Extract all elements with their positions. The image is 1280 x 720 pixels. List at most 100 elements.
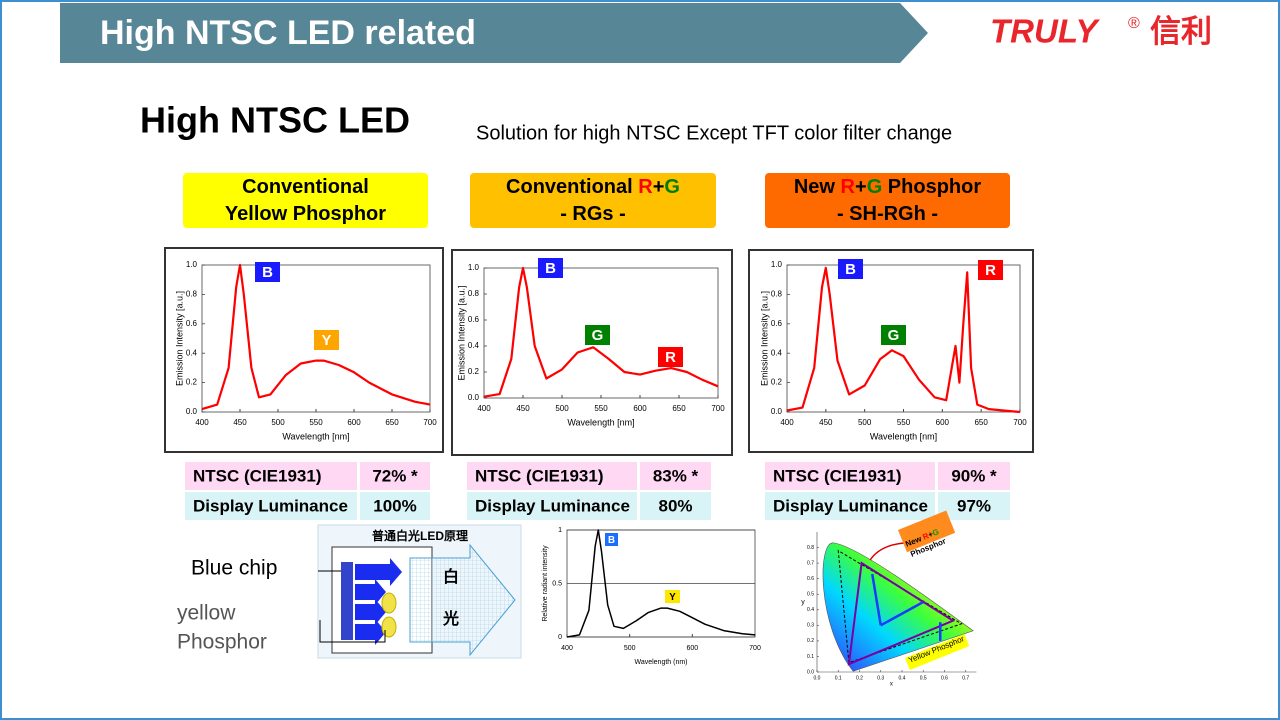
table-cell xyxy=(938,462,1010,490)
label-segment: R xyxy=(638,176,653,198)
peak-badge-label: B xyxy=(608,535,615,546)
y-tick-label: 0.6 xyxy=(468,315,480,324)
label-segment: R xyxy=(921,531,930,542)
y-tick-label: 0.3 xyxy=(807,623,814,629)
table-cell xyxy=(185,492,357,520)
y-tick-label: 1.0 xyxy=(186,260,198,269)
x-tick-label: 500 xyxy=(624,645,636,652)
table-text: 97% xyxy=(957,496,991,515)
label-text: Conventional xyxy=(242,176,369,198)
y-tick-label: 0.8 xyxy=(771,290,783,299)
y-tick-label: 0.0 xyxy=(468,393,480,402)
peak-badge-label: Y xyxy=(669,592,676,603)
x-tick-label: 0.0 xyxy=(814,675,821,681)
x-tick-label: 700 xyxy=(1013,418,1027,427)
y-tick-label: 0.8 xyxy=(186,290,198,299)
table-text: NTSC (CIE1931) xyxy=(193,466,321,485)
gamut xyxy=(837,549,963,664)
logo-cn: 信利 xyxy=(1150,14,1212,49)
peak-badge xyxy=(255,262,280,282)
y-tick-label: 0.0 xyxy=(186,407,198,416)
label-text: New R+G Phosphor xyxy=(794,176,981,198)
table-text: Display Luminance xyxy=(475,496,630,515)
x-tick-label: 600 xyxy=(347,418,361,427)
x-tick-label: 550 xyxy=(309,418,323,427)
label-segment: Conventional xyxy=(242,176,369,198)
y-tick-label: 1.0 xyxy=(468,263,480,272)
x-tick-label: 700 xyxy=(711,404,725,413)
label-segment: New xyxy=(794,176,841,198)
table-text: 80% xyxy=(658,496,692,515)
label-text: - RGs - xyxy=(560,203,626,225)
x-tick-label: 0.7 xyxy=(962,675,969,681)
table-cell xyxy=(938,492,1010,520)
table-cell xyxy=(765,492,935,520)
x-tick-label: 650 xyxy=(672,404,686,413)
label-segment: - SH-RGh - xyxy=(837,203,938,225)
y-tick-label: 0.4 xyxy=(468,341,480,350)
y-tick-label: 0.6 xyxy=(186,319,198,328)
x-tick-label: 550 xyxy=(594,404,608,413)
table-cell xyxy=(360,462,430,490)
table-cell xyxy=(360,492,430,520)
y-tick-label: 0.5 xyxy=(807,592,814,598)
label-segment: R xyxy=(841,176,856,198)
label-segment: G xyxy=(664,176,680,198)
peak-badge-label: B xyxy=(545,260,556,277)
x-axis-label: Wavelength [nm] xyxy=(282,431,349,441)
label-text: Yellow Phosphor xyxy=(225,203,386,225)
callout-box xyxy=(905,634,970,671)
blue-arrows xyxy=(355,558,402,645)
label-box xyxy=(765,173,1010,228)
header-band xyxy=(60,3,928,63)
header-title: High NTSC LED related xyxy=(100,14,476,52)
peak-badge xyxy=(605,533,618,546)
label-segment: Phosphor xyxy=(882,176,981,198)
peak-badge-label: Y xyxy=(321,332,331,349)
label-segment: G xyxy=(931,527,940,538)
x-tick-label: 400 xyxy=(477,404,491,413)
phosphor-pointer xyxy=(319,620,386,643)
table-text: NTSC (CIE1931) xyxy=(773,466,901,485)
y-axis-label: y xyxy=(801,599,805,606)
table-text: NTSC (CIE1931) xyxy=(475,466,603,485)
label-text: - SH-RGh - xyxy=(837,203,938,225)
peak-badge-label: G xyxy=(592,327,604,344)
spectrum-line xyxy=(483,266,719,398)
table-cell xyxy=(185,462,357,490)
peak-badge-label: B xyxy=(262,264,273,281)
x-tick-label: 450 xyxy=(233,418,247,427)
x-tick-label: 400 xyxy=(780,418,794,427)
phosphor-label: Phosphor xyxy=(177,631,267,654)
table-cell xyxy=(640,492,711,520)
phosphor-label: yellow xyxy=(177,602,236,625)
y-axis-label: Relative radiant intensity xyxy=(542,545,549,622)
label-segment: Yellow Phosphor xyxy=(225,203,386,225)
chart-frame xyxy=(164,247,444,453)
y-tick-label: 0 xyxy=(558,634,562,641)
arrow-char: 光 xyxy=(442,609,459,628)
arrow xyxy=(871,573,882,626)
label-segment: G xyxy=(867,176,883,198)
logo-mark: ® xyxy=(1128,15,1140,32)
callout-arrow xyxy=(869,542,907,561)
y-tick-label: 0.5 xyxy=(552,580,562,587)
x-tick-label: 650 xyxy=(974,418,988,427)
logo: TRULY xyxy=(990,13,1101,50)
table-text: 72% * xyxy=(372,466,418,485)
blue-chip xyxy=(341,562,353,640)
x-tick-label: 0.5 xyxy=(920,675,927,681)
y-tick-label: 0.1 xyxy=(807,654,814,660)
x-tick-label: 0.6 xyxy=(941,675,948,681)
label-text: Conventional R+G xyxy=(506,176,680,198)
peak-badge xyxy=(881,325,906,345)
spectrum-line xyxy=(786,266,1021,414)
table-text: 100% xyxy=(373,496,416,515)
x-tick-label: 550 xyxy=(897,418,911,427)
peak-badge xyxy=(538,258,563,278)
gamut xyxy=(847,561,956,666)
subtitle: Solution for high NTSC Except TFT color … xyxy=(476,122,952,144)
diagram-title: 普通白光LED原理 xyxy=(372,528,468,543)
